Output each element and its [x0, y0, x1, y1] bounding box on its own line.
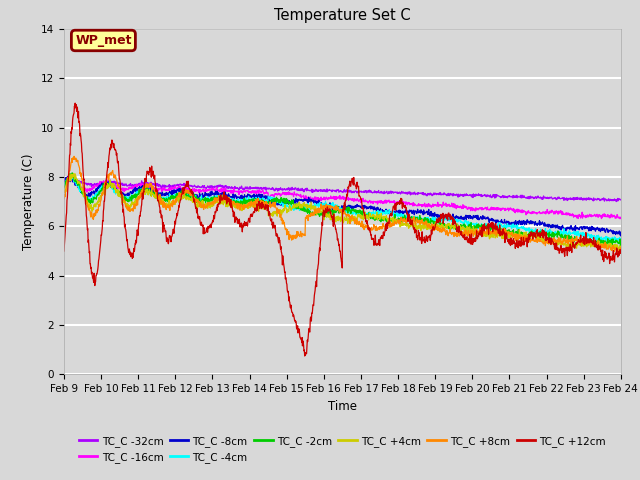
- TC_C +12cm: [617, 251, 625, 256]
- TC_C -4cm: [126, 193, 134, 199]
- TC_C -8cm: [617, 232, 625, 238]
- TC_C -32cm: [297, 187, 305, 192]
- TC_C -4cm: [607, 239, 615, 245]
- Line: TC_C -16cm: TC_C -16cm: [64, 177, 621, 219]
- TC_C -2cm: [297, 207, 305, 213]
- TC_C +8cm: [60, 196, 68, 202]
- TC_C +8cm: [297, 228, 305, 234]
- TC_C +12cm: [60, 248, 68, 254]
- Legend: TC_C -32cm, TC_C -16cm, TC_C -8cm, TC_C -4cm, TC_C -2cm, TC_C +4cm, TC_C +8cm, T: TC_C -32cm, TC_C -16cm, TC_C -8cm, TC_C …: [74, 432, 611, 467]
- TC_C +4cm: [60, 188, 68, 193]
- TC_C -2cm: [617, 240, 625, 245]
- TC_C -2cm: [104, 182, 111, 188]
- TC_C -4cm: [308, 204, 316, 210]
- TC_C -32cm: [378, 189, 385, 194]
- TC_C -8cm: [378, 208, 385, 214]
- TC_C -16cm: [63, 174, 71, 180]
- TC_C -32cm: [104, 180, 111, 185]
- TC_C -16cm: [318, 197, 326, 203]
- TC_C -16cm: [126, 184, 134, 190]
- TC_C -2cm: [616, 243, 624, 249]
- TC_C +8cm: [104, 174, 111, 180]
- TC_C +12cm: [378, 233, 385, 239]
- TC_C +8cm: [616, 250, 623, 255]
- TC_C -16cm: [297, 192, 305, 197]
- TC_C +12cm: [301, 353, 308, 359]
- Line: TC_C -2cm: TC_C -2cm: [64, 173, 621, 246]
- TC_C -4cm: [318, 202, 326, 208]
- TC_C +12cm: [126, 252, 134, 258]
- TC_C -32cm: [612, 199, 620, 204]
- TC_C -32cm: [72, 176, 79, 181]
- TC_C -32cm: [617, 197, 625, 203]
- TC_C -16cm: [378, 198, 385, 204]
- X-axis label: Time: Time: [328, 400, 357, 413]
- TC_C -8cm: [308, 198, 316, 204]
- TC_C +4cm: [104, 180, 111, 186]
- Line: TC_C +12cm: TC_C +12cm: [64, 103, 621, 356]
- TC_C -8cm: [297, 197, 305, 203]
- TC_C -4cm: [378, 210, 385, 216]
- TC_C -8cm: [616, 233, 624, 239]
- Y-axis label: Temperature (C): Temperature (C): [22, 153, 35, 250]
- TC_C -2cm: [126, 194, 134, 200]
- TC_C -32cm: [308, 190, 316, 195]
- TC_C -4cm: [297, 204, 305, 210]
- Line: TC_C -4cm: TC_C -4cm: [64, 177, 621, 242]
- TC_C +8cm: [308, 213, 316, 218]
- Line: TC_C +4cm: TC_C +4cm: [64, 173, 621, 251]
- TC_C -4cm: [60, 183, 68, 189]
- TC_C -4cm: [617, 238, 625, 243]
- TC_C +4cm: [318, 208, 326, 214]
- TC_C +4cm: [70, 170, 77, 176]
- TC_C -16cm: [617, 215, 625, 221]
- TC_C -4cm: [104, 186, 111, 192]
- TC_C -2cm: [60, 185, 68, 191]
- TC_C -16cm: [104, 180, 111, 186]
- TC_C -4cm: [68, 174, 76, 180]
- TC_C -2cm: [378, 216, 385, 222]
- Line: TC_C -8cm: TC_C -8cm: [64, 176, 621, 236]
- TC_C +12cm: [308, 308, 316, 314]
- TC_C +4cm: [126, 204, 134, 209]
- Line: TC_C +8cm: TC_C +8cm: [64, 156, 621, 252]
- Text: WP_met: WP_met: [75, 34, 132, 47]
- TC_C -2cm: [68, 170, 76, 176]
- TC_C +8cm: [617, 247, 625, 252]
- TC_C +4cm: [617, 244, 625, 250]
- Line: TC_C -32cm: TC_C -32cm: [64, 179, 621, 202]
- TC_C +8cm: [126, 208, 134, 214]
- TC_C -16cm: [616, 216, 624, 222]
- TC_C +8cm: [318, 206, 326, 212]
- TC_C -8cm: [318, 202, 326, 208]
- TC_C +12cm: [297, 336, 305, 342]
- TC_C -16cm: [308, 196, 316, 202]
- TC_C +12cm: [319, 223, 326, 228]
- TC_C -2cm: [318, 213, 326, 218]
- TC_C +12cm: [104, 167, 111, 172]
- TC_C -8cm: [104, 182, 111, 188]
- Title: Temperature Set C: Temperature Set C: [274, 9, 411, 24]
- TC_C -8cm: [126, 189, 134, 195]
- TC_C -32cm: [60, 179, 68, 184]
- TC_C -8cm: [64, 173, 72, 179]
- TC_C +4cm: [378, 210, 385, 216]
- TC_C +4cm: [615, 248, 623, 254]
- TC_C -32cm: [318, 188, 326, 193]
- TC_C -2cm: [308, 209, 316, 215]
- TC_C +12cm: [71, 100, 79, 106]
- TC_C +8cm: [378, 226, 385, 231]
- TC_C -8cm: [60, 180, 68, 186]
- TC_C +8cm: [70, 154, 78, 159]
- TC_C -32cm: [126, 183, 134, 189]
- TC_C -16cm: [60, 176, 68, 182]
- TC_C +4cm: [297, 201, 305, 207]
- TC_C +4cm: [308, 206, 316, 212]
